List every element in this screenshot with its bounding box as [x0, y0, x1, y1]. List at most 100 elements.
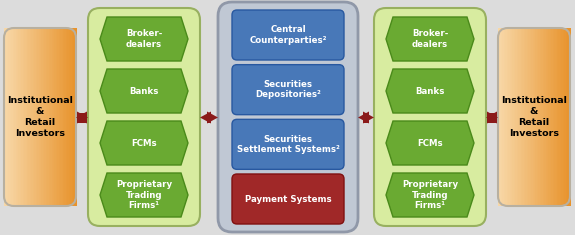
- Bar: [69, 28, 71, 206]
- Bar: [36, 28, 37, 206]
- Polygon shape: [100, 121, 188, 165]
- Bar: [550, 28, 552, 206]
- Bar: [64, 28, 67, 206]
- Bar: [530, 28, 532, 206]
- Bar: [72, 28, 74, 206]
- Bar: [524, 28, 526, 206]
- Bar: [56, 28, 58, 206]
- Bar: [553, 28, 555, 206]
- Bar: [541, 28, 543, 206]
- Bar: [73, 28, 75, 206]
- Bar: [520, 28, 522, 206]
- FancyBboxPatch shape: [232, 119, 344, 169]
- Text: Institutional
&
Retail
Investors: Institutional & Retail Investors: [501, 96, 567, 138]
- Bar: [55, 28, 56, 206]
- Polygon shape: [200, 111, 211, 124]
- Bar: [532, 28, 535, 206]
- Bar: [528, 28, 530, 206]
- Bar: [540, 28, 542, 206]
- Bar: [66, 28, 68, 206]
- Bar: [26, 28, 28, 206]
- Bar: [41, 28, 43, 206]
- Text: Securities
Settlement Systems²: Securities Settlement Systems²: [236, 135, 339, 154]
- Bar: [67, 28, 70, 206]
- FancyBboxPatch shape: [232, 10, 344, 60]
- Bar: [5, 28, 7, 206]
- Bar: [75, 28, 76, 206]
- Polygon shape: [76, 111, 87, 124]
- Bar: [543, 28, 545, 206]
- Text: FCMs: FCMs: [131, 138, 157, 148]
- Bar: [555, 28, 558, 206]
- Bar: [14, 28, 16, 206]
- FancyBboxPatch shape: [232, 174, 344, 224]
- Bar: [498, 28, 500, 206]
- Polygon shape: [386, 17, 474, 61]
- Polygon shape: [386, 173, 474, 217]
- Bar: [518, 28, 520, 206]
- Text: Institutional
&
Retail
Investors: Institutional & Retail Investors: [7, 96, 73, 138]
- Bar: [487, 113, 497, 122]
- Bar: [17, 28, 19, 206]
- Bar: [58, 28, 59, 206]
- Polygon shape: [487, 111, 498, 124]
- Polygon shape: [100, 17, 188, 61]
- Bar: [24, 28, 26, 206]
- Bar: [363, 113, 369, 122]
- FancyBboxPatch shape: [218, 2, 358, 232]
- Bar: [549, 28, 550, 206]
- Bar: [560, 28, 562, 206]
- Bar: [517, 28, 519, 206]
- Bar: [546, 28, 547, 206]
- Bar: [52, 28, 53, 206]
- Bar: [37, 28, 39, 206]
- Bar: [29, 28, 30, 206]
- Bar: [27, 28, 29, 206]
- Bar: [59, 28, 60, 206]
- Bar: [501, 28, 503, 206]
- Bar: [561, 28, 563, 206]
- Bar: [569, 28, 570, 206]
- Bar: [538, 28, 540, 206]
- Bar: [63, 28, 65, 206]
- Bar: [8, 28, 10, 206]
- Bar: [32, 28, 33, 206]
- Bar: [531, 28, 533, 206]
- Bar: [50, 28, 52, 206]
- Bar: [503, 28, 504, 206]
- Polygon shape: [100, 173, 188, 217]
- Bar: [13, 28, 14, 206]
- Text: Proprietary
Trading
Firms¹: Proprietary Trading Firms¹: [402, 180, 458, 210]
- Bar: [537, 28, 539, 206]
- FancyBboxPatch shape: [374, 8, 486, 226]
- Bar: [554, 28, 556, 206]
- Bar: [18, 28, 20, 206]
- Bar: [16, 28, 17, 206]
- Polygon shape: [363, 111, 374, 124]
- Text: Securities
Depositories²: Securities Depositories²: [255, 80, 321, 99]
- Bar: [563, 28, 565, 206]
- Bar: [46, 28, 48, 206]
- Bar: [509, 28, 511, 206]
- Bar: [43, 28, 45, 206]
- Bar: [10, 28, 12, 206]
- Bar: [512, 28, 515, 206]
- Bar: [566, 28, 568, 206]
- Bar: [70, 28, 72, 206]
- Polygon shape: [386, 121, 474, 165]
- Text: Payment Systems: Payment Systems: [245, 195, 331, 204]
- Polygon shape: [77, 111, 88, 124]
- Text: Banks: Banks: [415, 86, 444, 95]
- Bar: [39, 28, 40, 206]
- Bar: [526, 28, 527, 206]
- FancyBboxPatch shape: [88, 8, 200, 226]
- Bar: [535, 28, 538, 206]
- Bar: [77, 113, 87, 122]
- Bar: [30, 28, 32, 206]
- Bar: [34, 28, 36, 206]
- Bar: [511, 28, 513, 206]
- Bar: [49, 28, 51, 206]
- Bar: [207, 113, 211, 122]
- Bar: [544, 28, 546, 206]
- Bar: [564, 28, 566, 206]
